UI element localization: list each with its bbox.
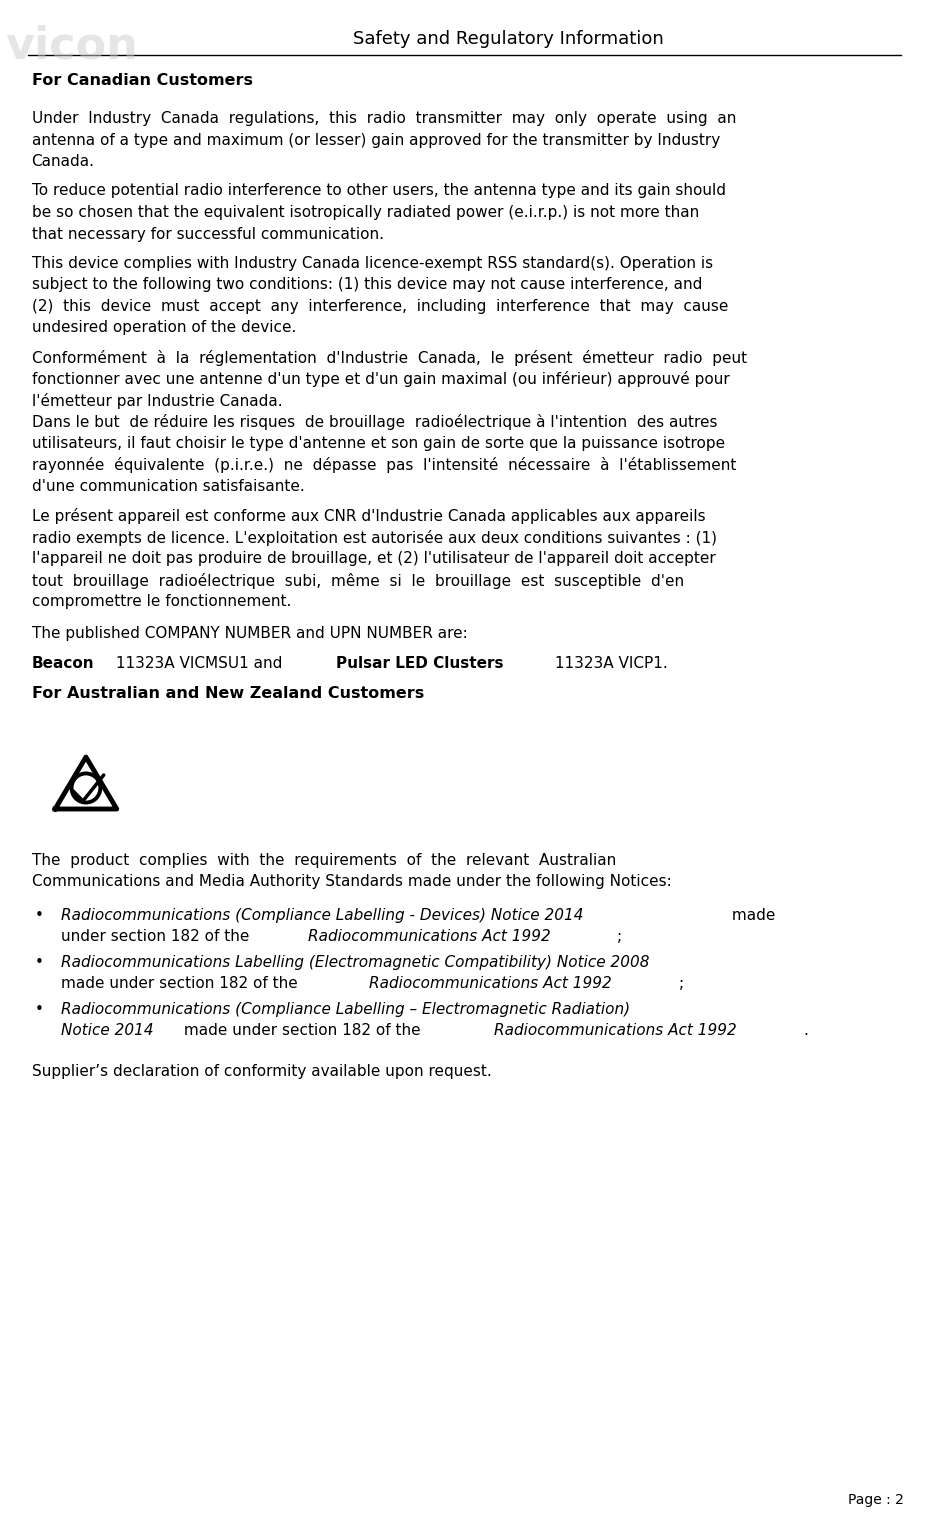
Text: For Australian and New Zealand Customers: For Australian and New Zealand Customers [32, 686, 424, 701]
Text: under section 182 of the: under section 182 of the [61, 930, 255, 945]
Text: Beacon: Beacon [32, 657, 94, 670]
Text: Safety and Regulatory Information: Safety and Regulatory Information [352, 31, 664, 47]
Text: •: • [35, 909, 43, 922]
Text: Pulsar LED Clusters: Pulsar LED Clusters [337, 657, 504, 670]
Text: utilisateurs, il faut choisir le type d'antenne et son gain de sorte que la puis: utilisateurs, il faut choisir le type d'… [32, 437, 725, 450]
Text: The published COMPANY NUMBER and UPN NUMBER are:: The published COMPANY NUMBER and UPN NUM… [32, 626, 467, 641]
Text: undesired operation of the device.: undesired operation of the device. [32, 321, 296, 336]
Text: Radiocommunications (Compliance Labelling – Electromagnetic Radiation): Radiocommunications (Compliance Labellin… [61, 1002, 631, 1017]
Text: rayonnée  équivalente  (p.i.r.e.)  ne  dépasse  pas  l'intensité  nécessaire  à : rayonnée équivalente (p.i.r.e.) ne dépas… [32, 458, 736, 473]
Text: Radiocommunications Labelling (Electromagnetic Compatibility) Notice 2008: Radiocommunications Labelling (Electroma… [61, 954, 650, 970]
Text: made under section 182 of the: made under section 182 of the [61, 976, 303, 991]
Text: .: . [803, 1023, 807, 1038]
Text: that necessary for successful communication.: that necessary for successful communicat… [32, 226, 384, 241]
Text: This device complies with Industry Canada licence-exempt RSS standard(s). Operat: This device complies with Industry Canad… [32, 257, 713, 270]
Text: be so chosen that the equivalent isotropically radiated power (e.i.r.p.) is not : be so chosen that the equivalent isotrop… [32, 205, 698, 220]
Text: Conformément  à  la  réglementation  d'Industrie  Canada,  le  présent  émetteur: Conformément à la réglementation d'Indus… [32, 350, 746, 366]
Text: fonctionner avec une antenne d'un type et d'un gain maximal (ou inférieur) appro: fonctionner avec une antenne d'un type e… [32, 371, 729, 388]
Text: •: • [35, 954, 43, 970]
Text: Under  Industry  Canada  regulations,  this  radio  transmitter  may  only  oper: Under Industry Canada regulations, this … [32, 111, 736, 127]
Text: radio exempts de licence. L'exploitation est autorisée aux deux conditions suiva: radio exempts de licence. L'exploitation… [32, 530, 716, 547]
Text: Supplier’s declaration of conformity available upon request.: Supplier’s declaration of conformity ava… [32, 1064, 492, 1080]
Text: l'émetteur par Industrie Canada.: l'émetteur par Industrie Canada. [32, 392, 282, 409]
Text: 11323A VICP1.: 11323A VICP1. [550, 657, 667, 670]
Text: For Canadian Customers: For Canadian Customers [32, 73, 253, 89]
Text: Canada.: Canada. [32, 154, 95, 169]
Text: Dans le but  de réduire les risques  de brouillage  radioélectrique à l'intentio: Dans le but de réduire les risques de br… [32, 414, 717, 431]
Text: ;: ; [617, 930, 622, 945]
Text: made: made [728, 909, 776, 922]
Text: made under section 182 of the: made under section 182 of the [180, 1023, 426, 1038]
Text: Radiocommunications (Compliance Labelling - Devices) Notice 2014: Radiocommunications (Compliance Labellin… [61, 909, 584, 922]
Text: 11323A VICMSU1 and: 11323A VICMSU1 and [112, 657, 288, 670]
Text: subject to the following two conditions: (1) this device may not cause interfere: subject to the following two conditions:… [32, 278, 702, 293]
Text: The  product  complies  with  the  requirements  of  the  relevant  Australian: The product complies with the requiremen… [32, 854, 616, 867]
Text: vicon: vicon [5, 24, 138, 69]
Text: compromettre le fonctionnement.: compromettre le fonctionnement. [32, 594, 291, 609]
Text: d'une communication satisfaisante.: d'une communication satisfaisante. [32, 479, 305, 495]
Text: Radiocommunications Act 1992: Radiocommunications Act 1992 [494, 1023, 736, 1038]
Text: Le présent appareil est conforme aux CNR d'Industrie Canada applicables aux appa: Le présent appareil est conforme aux CNR… [32, 508, 705, 524]
Text: antenna of a type and maximum (or lesser) gain approved for the transmitter by I: antenna of a type and maximum (or lesser… [32, 133, 720, 148]
Text: l'appareil ne doit pas produire de brouillage, et (2) l'utilisateur de l'apparei: l'appareil ne doit pas produire de broui… [32, 551, 715, 567]
Text: (2)  this  device  must  accept  any  interference,  including  interference  th: (2) this device must accept any interfer… [32, 299, 728, 315]
Text: Radiocommunications Act 1992: Radiocommunications Act 1992 [307, 930, 550, 945]
Text: Page : 2: Page : 2 [848, 1493, 904, 1507]
Text: Notice 2014: Notice 2014 [61, 1023, 154, 1038]
Text: Radiocommunications Act 1992: Radiocommunications Act 1992 [369, 976, 612, 991]
Text: ;: ; [679, 976, 683, 991]
Text: Communications and Media Authority Standards made under the following Notices:: Communications and Media Authority Stand… [32, 875, 671, 890]
Text: To reduce potential radio interference to other users, the antenna type and its : To reduce potential radio interference t… [32, 183, 726, 199]
Text: tout  brouillage  radioélectrique  subi,  même  si  le  brouillage  est  suscept: tout brouillage radioélectrique subi, mê… [32, 573, 683, 589]
Text: •: • [35, 1002, 43, 1017]
